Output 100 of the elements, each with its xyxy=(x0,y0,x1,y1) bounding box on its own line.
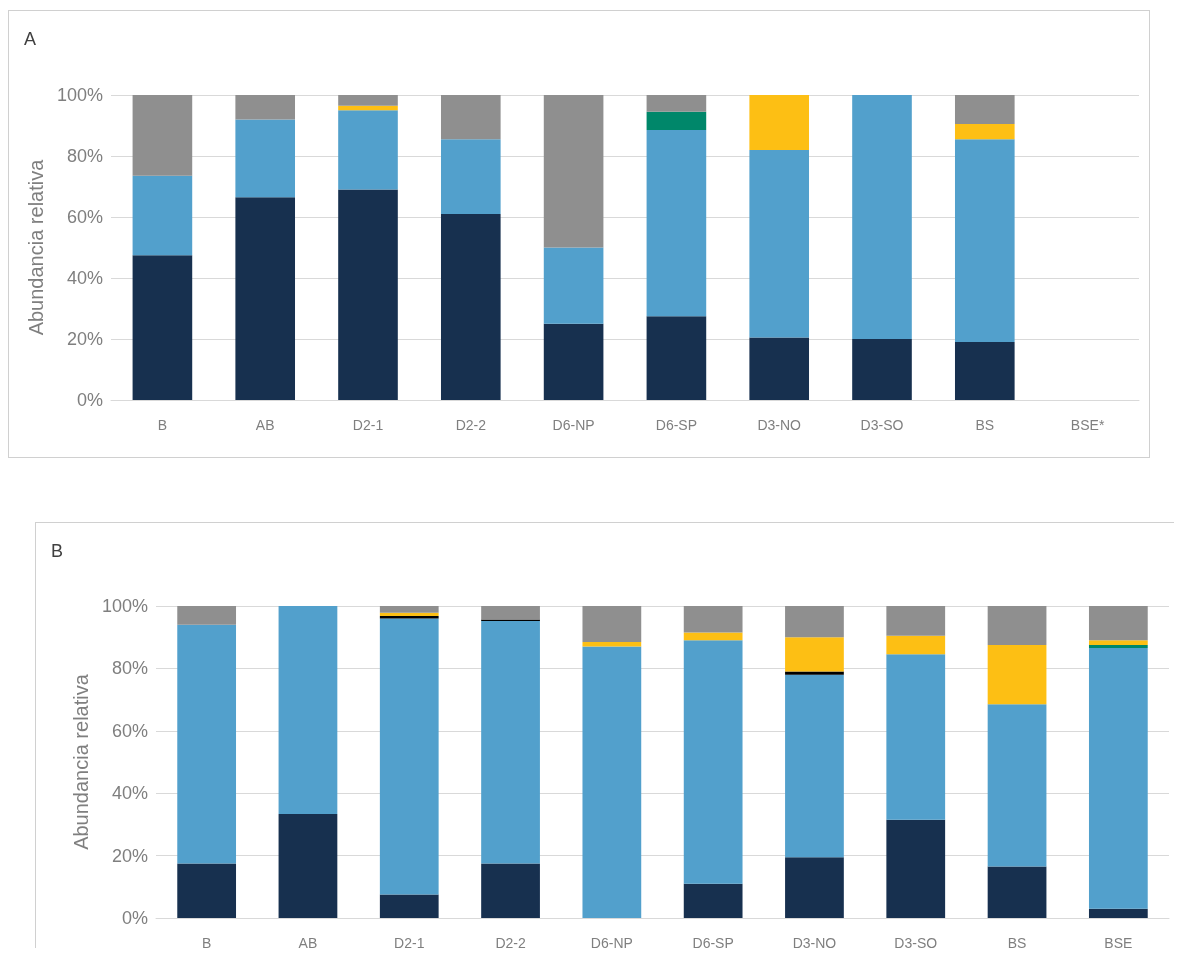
x-tick-label: D2-2 xyxy=(455,417,487,433)
bar xyxy=(440,95,501,140)
bar xyxy=(954,139,1015,343)
bar xyxy=(440,139,501,214)
bar xyxy=(235,119,296,198)
bar xyxy=(886,654,946,820)
y-tick-label: 60% xyxy=(111,720,148,741)
bar xyxy=(235,95,296,120)
bar xyxy=(987,866,1047,918)
bar xyxy=(646,95,707,112)
bar xyxy=(954,95,1015,124)
bar xyxy=(785,671,844,675)
y-tick-label: 100% xyxy=(56,85,103,105)
y-axis-title: Abundancia relativa xyxy=(70,673,93,850)
x-tick-label: D6-SP xyxy=(655,417,698,433)
bar xyxy=(683,640,743,884)
bar xyxy=(886,635,946,655)
chart-title: B xyxy=(51,541,64,561)
x-tick-label: AB xyxy=(255,417,275,433)
bar xyxy=(1088,640,1148,645)
bar xyxy=(481,620,540,864)
bar xyxy=(1088,645,1148,649)
x-tick-label: BSE* xyxy=(1070,417,1105,433)
bar xyxy=(749,337,810,400)
bar xyxy=(987,704,1047,867)
bar xyxy=(886,606,946,636)
bar xyxy=(987,645,1047,705)
bar xyxy=(278,606,338,815)
y-tick-label: 40% xyxy=(111,783,148,804)
y-tick-label: 40% xyxy=(66,268,103,288)
bar xyxy=(683,883,743,918)
bar xyxy=(852,95,912,339)
bar xyxy=(338,95,398,106)
bar xyxy=(582,646,642,918)
bar xyxy=(954,123,1015,140)
y-tick-label: 0% xyxy=(76,390,103,410)
bar xyxy=(379,618,439,895)
x-tick-label: D3-NO xyxy=(792,935,837,951)
x-tick-label: D2-2 xyxy=(495,935,526,951)
x-tick-label: B xyxy=(157,417,168,433)
x-tick-label: B xyxy=(201,935,212,951)
bar xyxy=(543,95,604,248)
bar xyxy=(582,641,642,647)
x-tick-label: BS xyxy=(975,417,995,433)
y-tick-label: 20% xyxy=(66,329,103,349)
bar xyxy=(543,323,604,400)
y-tick-label: 100% xyxy=(101,596,148,616)
bar xyxy=(785,606,844,638)
bar xyxy=(683,606,743,633)
x-tick-label: D3-SO xyxy=(860,417,904,433)
bar xyxy=(177,606,237,625)
bar xyxy=(338,110,398,190)
bar xyxy=(235,197,296,400)
bar xyxy=(177,624,237,864)
x-tick-label: D2-1 xyxy=(352,417,384,433)
bar xyxy=(785,674,844,858)
bar xyxy=(1088,606,1148,641)
y-tick-label: 0% xyxy=(121,908,148,928)
bar xyxy=(440,213,501,400)
bar xyxy=(785,637,844,672)
x-tick-label: D6-SP xyxy=(692,935,734,951)
x-tick-label: BSE xyxy=(1104,935,1133,951)
bar xyxy=(132,95,193,176)
x-tick-label: D6-NP xyxy=(552,417,595,433)
y-axis-title: Abundancia relativa xyxy=(25,158,48,336)
bar xyxy=(1088,648,1148,909)
bar xyxy=(278,814,338,918)
bar xyxy=(683,632,743,641)
bar xyxy=(379,612,439,616)
x-tick-label: AB xyxy=(298,935,318,951)
y-tick-label: 80% xyxy=(66,146,103,166)
bar xyxy=(338,189,398,400)
bar xyxy=(646,130,707,317)
x-tick-label: D3-SO xyxy=(894,935,938,951)
bar xyxy=(379,894,439,918)
bar xyxy=(954,342,1015,400)
bar xyxy=(543,247,604,324)
bar xyxy=(1088,908,1148,918)
bar xyxy=(749,95,810,150)
chart-title: A xyxy=(24,29,37,49)
bar xyxy=(646,316,707,400)
y-tick-label: 60% xyxy=(66,207,103,227)
y-tick-label: 20% xyxy=(111,845,148,866)
bar xyxy=(379,606,439,613)
x-tick-label: D6-NP xyxy=(590,935,633,951)
bar xyxy=(886,819,946,918)
bar xyxy=(481,863,540,918)
bar xyxy=(132,255,193,400)
bar xyxy=(177,863,237,918)
x-tick-label: D2-1 xyxy=(394,935,425,951)
bar xyxy=(749,149,810,338)
bar xyxy=(987,606,1047,645)
x-tick-label: BS xyxy=(1007,935,1027,951)
x-tick-label: D3-NO xyxy=(757,417,802,433)
bar xyxy=(582,606,642,642)
bar xyxy=(132,175,193,256)
bar xyxy=(785,857,844,918)
bar xyxy=(646,111,707,131)
bar xyxy=(852,339,912,400)
bar xyxy=(481,606,540,620)
